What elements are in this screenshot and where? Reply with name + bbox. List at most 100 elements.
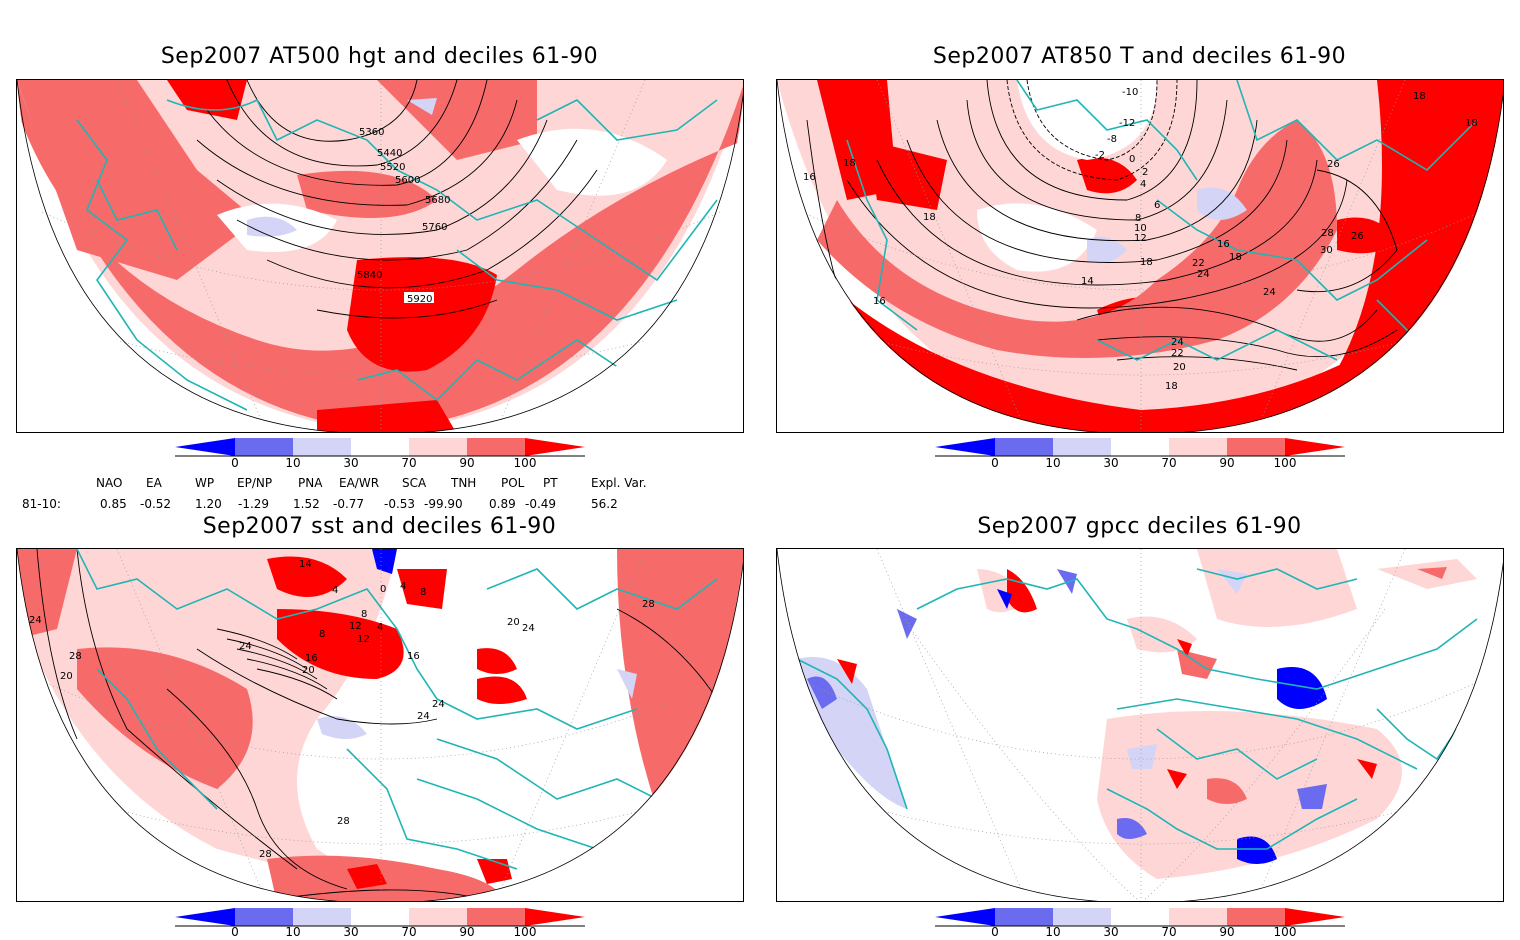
- contour-label: 28: [1321, 228, 1334, 239]
- index-header: PT: [543, 476, 558, 490]
- colorbar-tick: 90: [1219, 925, 1235, 939]
- contour-label: 18: [1413, 91, 1426, 102]
- index-value: 56.2: [591, 497, 618, 511]
- contour-label: 5360: [359, 127, 384, 138]
- index-row-label: 81-10:: [22, 497, 61, 511]
- contour-label: 24: [1263, 287, 1276, 298]
- contour-label: 12: [349, 621, 362, 632]
- index-value: -1.29: [238, 497, 270, 511]
- contour-label: 0: [380, 584, 386, 595]
- contour-label: 8: [1135, 213, 1141, 224]
- contour-label: 4: [1140, 179, 1146, 190]
- contour-label: 20: [1173, 362, 1186, 373]
- contour-label: 18: [923, 212, 936, 223]
- index-value: 1.20: [195, 497, 222, 511]
- panel-title-t850: Sep2007 AT850 T and deciles 61-90: [932, 44, 1347, 69]
- panel-title-sst: Sep2007 sst and deciles 61-90: [202, 514, 557, 539]
- map-t850: -10 -12 -8 -2 0 2 4 6 8 10 12 14 16 18 1…: [776, 79, 1504, 433]
- contour-label: 16: [407, 651, 420, 662]
- colorbar-tick: 70: [401, 456, 417, 470]
- panel-title-hgt500: Sep2007 AT500 hgt and deciles 61-90: [160, 44, 599, 69]
- contour-label: 4: [332, 585, 338, 596]
- contour-label: 26: [1327, 159, 1340, 170]
- colorbar-3: [175, 908, 585, 927]
- contour-label: 20: [507, 617, 520, 628]
- colorbar-tick: 30: [343, 925, 359, 939]
- colorbar-4: [935, 908, 1345, 927]
- colorbar-tick: 100: [1273, 925, 1297, 939]
- index-value: -0.52: [140, 497, 172, 511]
- contour-label: 5840: [357, 270, 382, 281]
- contour-label: 4: [400, 581, 406, 592]
- index-header: SCA: [402, 476, 427, 490]
- contour-label: 16: [803, 172, 816, 183]
- colorbar-tick: 70: [1161, 456, 1177, 470]
- contour-label: 4: [377, 622, 383, 633]
- map-gpcc: [776, 548, 1504, 902]
- contour-label: 5600: [395, 175, 420, 186]
- contour-label: 28: [642, 599, 655, 610]
- contour-label: 18: [1165, 381, 1178, 392]
- index-value: -0.53: [384, 497, 416, 511]
- contour-label: 24: [417, 711, 430, 722]
- colorbar-tick: 10: [285, 456, 301, 470]
- map-hgt500: 5360 5440 5520 5600 5680 5760 5840 5920: [16, 79, 744, 433]
- contour-label: 10: [1134, 223, 1147, 234]
- contour-label: -2: [1095, 150, 1105, 161]
- contour-label: 5520: [380, 162, 405, 173]
- index-header: EA: [146, 476, 162, 490]
- colorbar-tick: 90: [1219, 456, 1235, 470]
- contour-label: 16: [1217, 239, 1230, 250]
- contour-label: 20: [302, 665, 315, 676]
- index-header: PNA: [298, 476, 323, 490]
- colorbar-tick: 30: [1103, 456, 1119, 470]
- index-value: 0.89: [489, 497, 516, 511]
- index-value: -0.77: [333, 497, 365, 511]
- contour-label: 26: [1351, 231, 1364, 242]
- contour-label: 28: [69, 651, 82, 662]
- contour-label: 6: [1154, 200, 1160, 211]
- colorbar-tick: 0: [231, 925, 239, 939]
- contour-label: 24: [1197, 269, 1210, 280]
- contour-label: 28: [337, 816, 350, 827]
- colorbar-tick: 30: [343, 456, 359, 470]
- contour-label: 5920: [407, 294, 432, 305]
- index-header: POL: [501, 476, 525, 490]
- contour-label: 24: [239, 641, 252, 652]
- contour-label: 12: [357, 634, 370, 645]
- index-value: -99.90: [424, 497, 463, 511]
- colorbar-tick: 100: [1273, 456, 1297, 470]
- colorbar-tick: 10: [1045, 925, 1061, 939]
- contour-label: 18: [1465, 118, 1478, 129]
- contour-label: 22: [1171, 348, 1184, 359]
- contour-label: 8: [420, 587, 426, 598]
- panel-title-gpcc: Sep2007 gpcc deciles 61-90: [977, 514, 1302, 539]
- index-value: -0.49: [525, 497, 557, 511]
- colorbar-tick: 70: [1161, 925, 1177, 939]
- colorbar-tick: 10: [1045, 456, 1061, 470]
- contour-label: 20: [60, 671, 73, 682]
- index-header: Expl. Var.: [591, 476, 647, 490]
- colorbar-tick: 70: [401, 925, 417, 939]
- contour-label: 0: [1129, 154, 1135, 165]
- colorbar-tick: 10: [285, 925, 301, 939]
- colorbar-tick: 30: [1103, 925, 1119, 939]
- contour-label: 22: [1192, 258, 1205, 269]
- index-header: EP/NP: [237, 476, 273, 490]
- contour-label: 5440: [377, 148, 402, 159]
- contour-label: -8: [1107, 134, 1117, 145]
- contour-label: 16: [305, 653, 318, 664]
- colorbar-2: [935, 438, 1345, 457]
- contour-label: 24: [522, 623, 535, 634]
- contour-label: 30: [1320, 245, 1333, 256]
- contour-label: 8: [361, 609, 367, 620]
- contour-label: 24: [1171, 337, 1184, 348]
- colorbar-tick: 0: [231, 456, 239, 470]
- colorbar-tick: 0: [991, 456, 999, 470]
- contour-label: 18: [843, 158, 856, 169]
- index-header: NAO: [96, 476, 123, 490]
- index-value: 1.52: [293, 497, 320, 511]
- contour-label: 28: [259, 849, 272, 860]
- contour-label: -12: [1119, 118, 1135, 129]
- index-header: TNH: [451, 476, 477, 490]
